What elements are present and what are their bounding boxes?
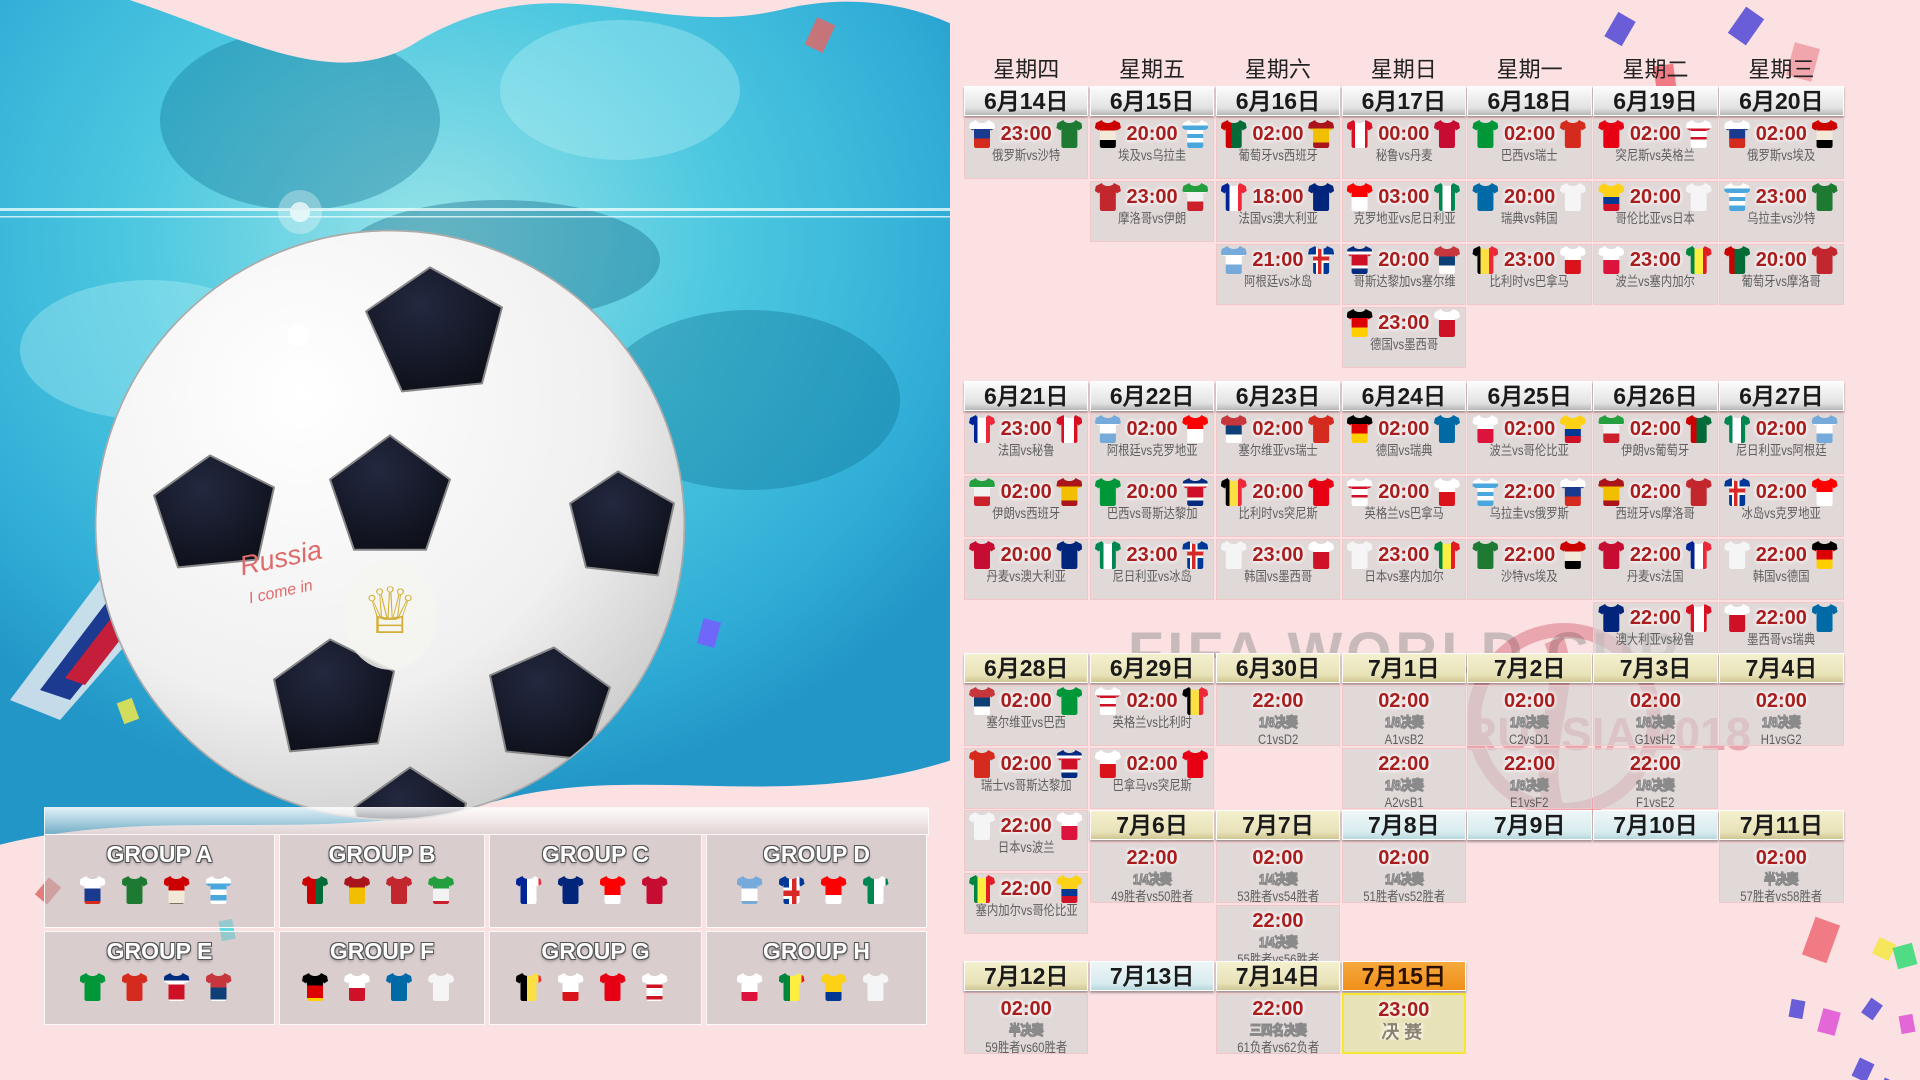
svg-text:♕: ♕ [361,576,418,647]
